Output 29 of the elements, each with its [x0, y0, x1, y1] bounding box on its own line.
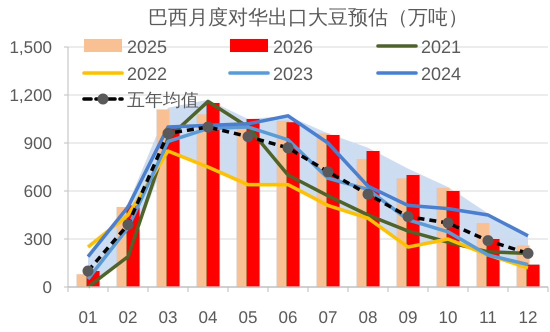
legend-label: 2022 — [127, 64, 168, 84]
legend-label: 2021 — [421, 37, 462, 57]
y-tick-label: 600 — [24, 182, 52, 201]
legend-label: 2023 — [273, 64, 314, 84]
y-tick-label: 900 — [24, 134, 52, 153]
legend-label: 2025 — [127, 37, 168, 57]
x-tick-label: 01 — [78, 308, 98, 327]
x-tick-label: 09 — [398, 308, 418, 327]
bar — [206, 103, 220, 287]
legend-label: 五年均值 — [127, 90, 199, 110]
x-tick-label: 05 — [238, 308, 258, 327]
bar — [526, 264, 540, 287]
line-series — [86, 114, 530, 258]
y-tick-label: 300 — [24, 230, 52, 249]
legend-label: 2024 — [421, 64, 462, 84]
chart-title: 巴西月度对华出口大豆预估（万吨） — [148, 7, 468, 29]
x-tick-label: 12 — [518, 308, 538, 327]
y-tick-label: 0 — [42, 278, 52, 297]
x-tick-label: 06 — [278, 308, 298, 327]
x-tick-label: 07 — [318, 308, 338, 327]
x-tick-label: 11 — [479, 308, 497, 327]
x-tick-label: 08 — [358, 308, 378, 327]
x-tick-label: 04 — [198, 308, 218, 327]
x-tick-label: 10 — [438, 308, 458, 327]
y-tick-label: 1,500 — [9, 38, 52, 57]
y-tick-label: 1,200 — [9, 86, 52, 105]
legend-label: 2026 — [273, 37, 314, 57]
x-tick-label: 03 — [158, 308, 178, 327]
x-tick-label: 02 — [118, 308, 138, 327]
